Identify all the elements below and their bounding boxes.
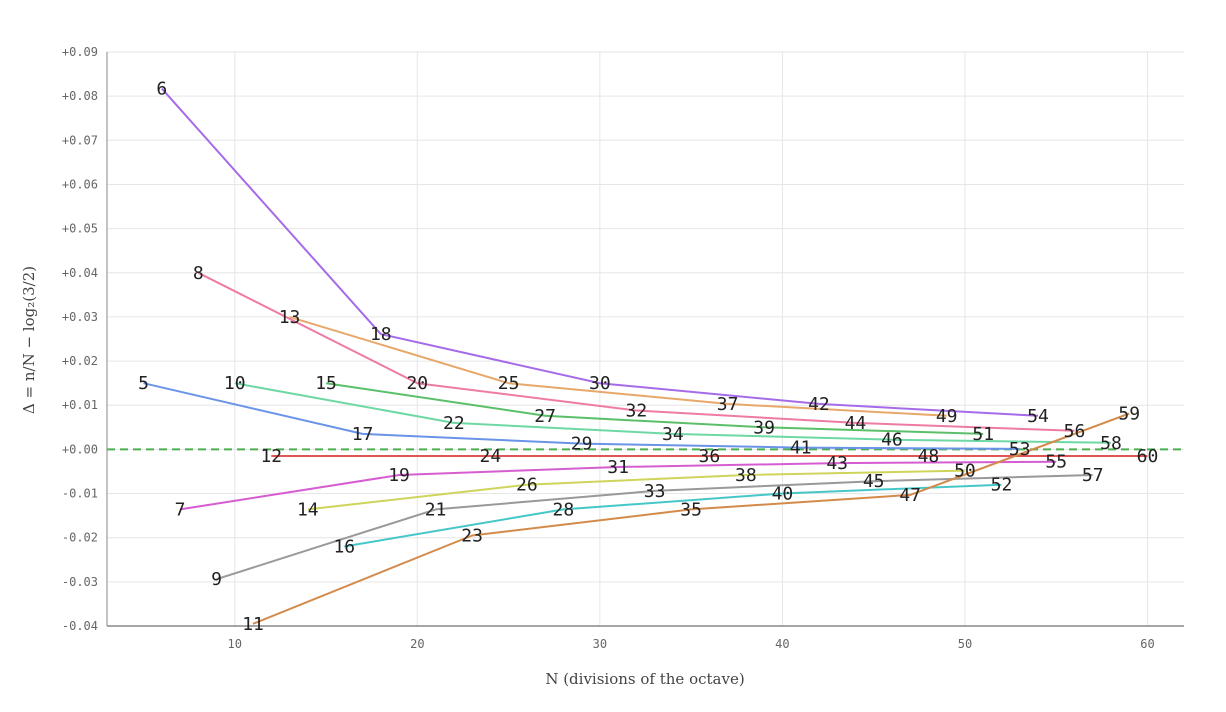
- point-label-14: 14: [297, 499, 319, 520]
- point-label-37: 37: [717, 394, 739, 415]
- point-label-56: 56: [1064, 421, 1086, 442]
- y-tick-label: +0.01: [62, 398, 98, 412]
- y-tick-label: +0.00: [62, 442, 98, 456]
- point-label-43: 43: [826, 453, 848, 474]
- point-label-25: 25: [498, 373, 520, 394]
- point-label-57: 57: [1082, 465, 1104, 486]
- y-tick-label: -0.02: [62, 531, 98, 545]
- series-line-10: [216, 474, 1093, 581]
- point-label-18: 18: [370, 324, 392, 345]
- y-tick-label: +0.05: [62, 222, 98, 236]
- axes: +0.09 +0.08 +0.07 +0.06 +0.05 +0.04 +0.03 +0.02…: [62, 45, 1184, 651]
- point-label-26: 26: [516, 475, 538, 496]
- series-line-3: [197, 271, 1075, 432]
- point-label-34: 34: [662, 424, 684, 445]
- point-label-46: 46: [881, 430, 903, 451]
- point-label-36: 36: [699, 446, 721, 467]
- point-label-20: 20: [406, 373, 428, 394]
- x-tick-label: 60: [1140, 637, 1154, 651]
- y-tick-label: +0.02: [62, 354, 98, 368]
- x-tick-label: 20: [410, 637, 424, 651]
- x-tick-label: 30: [593, 637, 607, 651]
- point-label-49: 49: [936, 406, 958, 427]
- point-label-33: 33: [644, 481, 666, 502]
- point-label-42: 42: [808, 394, 830, 415]
- point-label-22: 22: [443, 413, 465, 434]
- series-line-8: [179, 460, 1057, 511]
- point-label-51: 51: [972, 424, 994, 445]
- grid: [107, 51, 1184, 627]
- y-tick-label: +0.09: [62, 45, 98, 59]
- series-group: [143, 87, 1148, 625]
- point-label-47: 47: [899, 485, 921, 506]
- point-label-13: 13: [279, 307, 301, 328]
- point-label-44: 44: [845, 413, 867, 434]
- point-labels: 6 18 30 42 54 13 25 37 49 8 20 32 44 56 15 27 39 51 10 22 34…: [138, 79, 1158, 635]
- point-label-38: 38: [735, 465, 757, 486]
- point-label-55: 55: [1045, 452, 1067, 473]
- x-axis-title: N (divisions of the octave): [545, 670, 744, 688]
- point-label-53: 53: [1009, 439, 1031, 460]
- point-label-29: 29: [571, 434, 593, 455]
- point-label-58: 58: [1100, 433, 1122, 454]
- series-line-6: [143, 382, 1020, 450]
- point-label-40: 40: [772, 484, 794, 505]
- x-tick-label: 10: [228, 637, 242, 651]
- point-label-52: 52: [991, 475, 1013, 496]
- point-label-21: 21: [425, 499, 447, 520]
- point-label-45: 45: [863, 471, 885, 492]
- point-label-59: 59: [1118, 404, 1140, 425]
- point-label-60: 60: [1137, 446, 1159, 467]
- point-label-24: 24: [479, 446, 501, 467]
- point-label-7: 7: [175, 499, 186, 520]
- series-line-9: [307, 469, 965, 511]
- x-tick-label: 50: [958, 637, 972, 651]
- y-tick-label: +0.04: [62, 266, 98, 280]
- point-label-16: 16: [333, 537, 355, 558]
- point-label-28: 28: [553, 499, 575, 520]
- point-label-50: 50: [954, 461, 976, 482]
- series-line-2: [289, 315, 947, 417]
- series-line-5: [234, 382, 1112, 444]
- y-tick-label: +0.06: [62, 177, 98, 191]
- point-label-6: 6: [156, 79, 167, 100]
- point-label-11: 11: [242, 614, 264, 635]
- point-label-39: 39: [753, 417, 775, 438]
- y-tick-label: +0.03: [62, 310, 98, 324]
- point-label-8: 8: [193, 263, 204, 284]
- point-label-48: 48: [918, 446, 940, 467]
- point-label-27: 27: [534, 406, 556, 427]
- series-line-12: [252, 412, 1130, 625]
- point-label-41: 41: [790, 438, 812, 459]
- y-axis-title: Δ = n/N − log₂(3/2): [20, 266, 38, 414]
- point-label-31: 31: [607, 457, 629, 478]
- point-label-15: 15: [315, 373, 337, 394]
- point-label-54: 54: [1027, 406, 1049, 427]
- series-line-4: [325, 382, 984, 435]
- y-tick-label: -0.03: [62, 575, 98, 589]
- x-tick-label: 40: [775, 637, 789, 651]
- series-line-11: [344, 483, 1002, 548]
- point-label-19: 19: [388, 465, 410, 486]
- y-tick-label: -0.04: [62, 619, 98, 633]
- point-label-9: 9: [211, 569, 222, 590]
- point-label-12: 12: [260, 446, 282, 467]
- point-label-23: 23: [461, 525, 483, 546]
- point-label-35: 35: [680, 499, 702, 520]
- point-label-10: 10: [224, 373, 246, 394]
- point-label-32: 32: [626, 401, 648, 422]
- y-tick-label: -0.01: [62, 487, 98, 501]
- point-label-5: 5: [138, 373, 149, 394]
- y-tick-label: +0.07: [62, 133, 98, 147]
- point-label-30: 30: [589, 373, 611, 394]
- point-label-17: 17: [352, 424, 374, 445]
- series-line-1: [161, 87, 1039, 417]
- y-tick-label: +0.08: [62, 89, 98, 103]
